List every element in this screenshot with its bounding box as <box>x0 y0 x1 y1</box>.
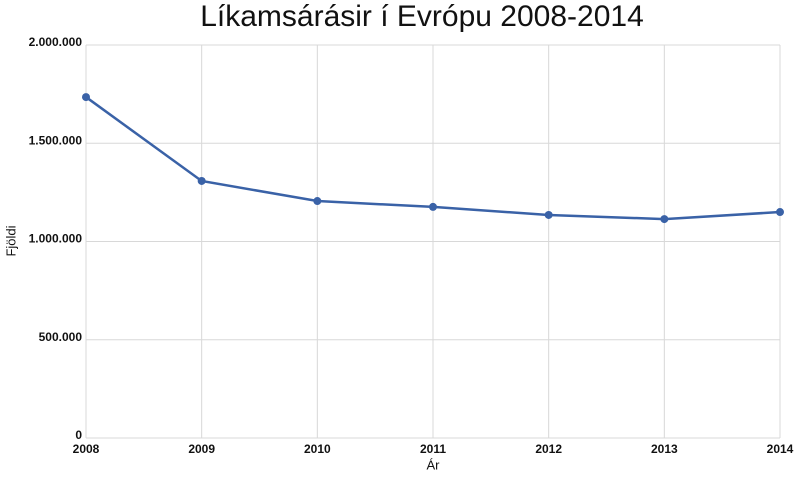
point <box>660 215 669 224</box>
x-tick-label: 2008 <box>73 442 100 456</box>
x-tick-label: 2012 <box>535 442 562 456</box>
y-tick-label: 1.500.000 <box>29 133 83 147</box>
y-tick-label: 500.000 <box>39 330 83 344</box>
x-tick-label: 2011 <box>420 442 446 456</box>
chart-title: Líkamsárásir í Evrópu 2008-2014 <box>200 0 644 33</box>
point <box>313 197 322 206</box>
y-tick-label: 1.000.000 <box>29 232 83 246</box>
x-tick-label: 2014 <box>767 442 794 456</box>
y-axis-label: Fjöldi <box>3 225 18 256</box>
y-tick-label: 0 <box>75 428 82 442</box>
point <box>82 93 90 102</box>
point <box>544 210 553 219</box>
point <box>197 176 206 185</box>
point <box>776 208 784 217</box>
x-tick-label: 2009 <box>188 442 215 456</box>
point <box>429 202 437 211</box>
x-tick-label: 2010 <box>304 442 331 456</box>
y-tick-label: 2.000.000 <box>29 35 83 49</box>
x-tick-label: 2013 <box>651 442 678 456</box>
x-axis-label: Ár <box>427 457 441 472</box>
